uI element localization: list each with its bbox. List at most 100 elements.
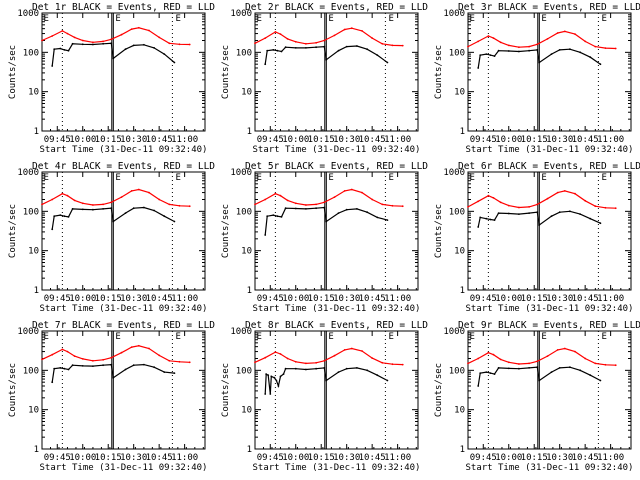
plot-frame <box>467 12 632 132</box>
panel-title: Det 6r BLACK = Events, RED = LLD <box>458 161 640 172</box>
data-point <box>158 198 161 201</box>
series-events <box>51 42 176 67</box>
panel-title: Det 2r BLACK = Events, RED = LLD <box>245 2 428 13</box>
data-point <box>538 61 541 64</box>
data-point <box>323 359 326 362</box>
data-point <box>492 353 495 356</box>
data-point <box>337 212 340 215</box>
data-point <box>254 361 256 364</box>
data-point <box>350 27 353 30</box>
y-tick-label: 1000 <box>230 327 252 337</box>
series-lld <box>41 188 191 208</box>
data-point <box>356 45 358 47</box>
y-axis-label: Counts/sec <box>221 363 231 417</box>
data-point <box>280 216 283 218</box>
data-point <box>518 50 520 53</box>
data-point <box>401 205 404 208</box>
e-marker: E <box>328 14 333 24</box>
plot-frame <box>254 171 419 291</box>
data-point <box>350 347 353 350</box>
data-point <box>63 49 66 51</box>
e-marker: E <box>541 173 546 183</box>
data-point <box>376 374 379 377</box>
y-tick-label: 10 <box>241 406 252 416</box>
data-point <box>41 39 43 42</box>
data-point <box>550 53 553 55</box>
e-marker: E <box>44 332 49 342</box>
data-point <box>158 354 161 357</box>
y-tick-label: 1 <box>247 286 252 296</box>
data-point <box>51 381 54 384</box>
x-tick-label: 10:15 <box>95 453 122 463</box>
x-tick-label: 10:45 <box>572 135 599 145</box>
e-marker: E <box>470 173 475 183</box>
data-point <box>294 47 297 49</box>
data-point <box>110 201 113 204</box>
x-tick-label: 09:45 <box>470 453 497 463</box>
data-point <box>493 55 496 57</box>
data-point <box>274 351 277 353</box>
data-point <box>569 48 571 51</box>
series-line-lld <box>254 188 403 207</box>
series-events <box>51 206 176 231</box>
data-point <box>343 349 346 351</box>
x-tick-label: 11:00 <box>384 294 411 304</box>
e-marker: E <box>44 173 49 183</box>
y-tick-label: 10 <box>454 88 465 98</box>
data-point <box>130 28 133 30</box>
data-point <box>518 206 520 209</box>
data-point <box>546 38 549 40</box>
data-point <box>487 351 490 354</box>
data-point <box>153 366 156 369</box>
data-point <box>173 220 176 223</box>
data-point <box>143 363 145 366</box>
x-axis-label: Start Time (31-Dec-11 09:32:40) <box>40 304 208 314</box>
data-point <box>112 220 115 223</box>
data-point <box>81 202 84 205</box>
panel-title: Det 7r BLACK = Events, RED = LLD <box>32 320 215 331</box>
data-point <box>168 42 171 45</box>
data-point <box>315 46 317 49</box>
data-point <box>110 42 113 45</box>
data-point <box>507 367 510 370</box>
data-point <box>477 357 480 360</box>
series-events <box>264 367 389 395</box>
data-point <box>254 42 256 45</box>
data-point <box>589 217 592 220</box>
data-point <box>41 358 43 361</box>
x-tick-label: 09:45 <box>44 135 71 145</box>
e-marker: E <box>44 14 49 24</box>
e-marker: E <box>388 14 393 24</box>
data-point <box>102 358 104 361</box>
series-lld <box>41 26 191 46</box>
data-point <box>51 35 54 37</box>
data-point <box>499 201 502 204</box>
data-point <box>305 362 307 365</box>
x-tick-label: 09:45 <box>257 453 284 463</box>
data-point <box>294 360 297 363</box>
data-point <box>550 215 553 218</box>
x-tick-label: 10:30 <box>120 135 147 145</box>
data-point <box>497 49 500 52</box>
data-point <box>53 367 56 370</box>
panel-title: Det 3r BLACK = Events, RED = LLD <box>458 2 640 13</box>
data-point <box>386 61 389 64</box>
data-point <box>477 40 480 43</box>
data-point <box>305 47 307 49</box>
data-point <box>158 36 161 39</box>
data-point <box>66 194 69 197</box>
data-point <box>274 31 277 33</box>
data-point <box>479 216 482 219</box>
data-point <box>110 356 113 359</box>
data-point <box>286 357 289 360</box>
data-point <box>315 207 317 210</box>
data-point <box>546 197 549 200</box>
data-point <box>279 33 282 35</box>
x-tick-label: 10:30 <box>546 135 573 145</box>
y-tick-label: 100 <box>449 207 465 217</box>
x-tick-label: 10:15 <box>95 294 122 304</box>
data-point <box>294 367 297 370</box>
y-axis-label: Counts/sec <box>221 204 231 258</box>
x-tick-label: 10:00 <box>282 135 309 145</box>
data-point <box>61 30 64 32</box>
